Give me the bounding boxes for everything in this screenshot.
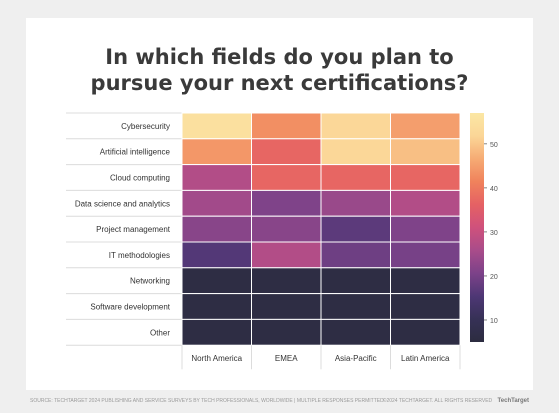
heatmap-cell <box>390 112 461 140</box>
heatmap-cell <box>320 293 391 320</box>
title-line-2: pursue your next certifications? <box>90 71 469 95</box>
heatmap-cell <box>320 189 391 217</box>
heatmap-cell <box>181 138 252 166</box>
colorbar-scale <box>470 113 484 342</box>
heatmap-cell <box>390 138 461 166</box>
row-label: Data science and analytics <box>75 199 170 208</box>
heatmap-cell <box>390 267 461 295</box>
heatmap-cell <box>251 293 322 320</box>
column-label: Asia-Pacific <box>335 354 377 363</box>
column-label: Latin America <box>401 354 450 363</box>
colorbar-tick-label: 10 <box>490 318 498 325</box>
colorbar-tick-label: 20 <box>490 274 498 281</box>
heatmap-cell <box>251 164 322 191</box>
heatmap-cell <box>181 318 252 346</box>
heatmap-cell <box>390 293 461 320</box>
column-label: North America <box>191 354 242 363</box>
row-label: Networking <box>130 277 170 286</box>
colorbar-tick-label: 50 <box>490 142 498 149</box>
heatmap-cell <box>251 241 322 269</box>
heatmap-cell <box>390 215 461 243</box>
heatmap-cell <box>181 293 252 320</box>
heatmap-cell <box>251 267 322 295</box>
heatmap-cell <box>181 189 252 217</box>
row-label: Other <box>150 328 170 337</box>
heatmap-cell <box>390 241 461 269</box>
heatmap-cell <box>181 215 252 243</box>
heatmap-cell <box>320 241 391 269</box>
heatmap-cell <box>390 318 461 346</box>
heatmap-cell <box>251 318 322 346</box>
heatmap-cell <box>251 138 322 166</box>
row-label: Project management <box>96 225 171 234</box>
column-label: EMEA <box>275 354 298 363</box>
heatmap-cell <box>181 112 252 140</box>
source-note: SOURCE: TECHTARGET 2024 PUBLISHING AND S… <box>30 398 384 404</box>
heatmap-cell <box>251 112 322 140</box>
heatmap-cell <box>181 164 252 191</box>
row-label: Cloud computing <box>110 174 170 183</box>
colorbar-tick-label: 40 <box>490 186 498 193</box>
row-label: IT methodologies <box>109 251 170 260</box>
brand-logo: TechTarget <box>497 398 529 404</box>
chart-title: In which fields do you plan to pursue yo… <box>0 44 559 96</box>
heatmap-cell <box>251 189 322 217</box>
row-label: Artificial intelligence <box>100 148 171 157</box>
heatmap-cell <box>320 318 391 346</box>
heatmap-cell <box>320 138 391 166</box>
heatmap-cell <box>320 164 391 191</box>
copyright-text: ©2024 TECHTARGET. ALL RIGHTS RESERVED <box>382 398 493 404</box>
colorbar: 10 20 30 40 50 <box>470 113 498 342</box>
row-label: Software development <box>90 303 170 312</box>
column-labels: North America EMEA Asia-Pacific Latin Ameri… <box>181 345 461 370</box>
heatmap-cell <box>181 267 252 295</box>
copyright-note: ©2024 TECHTARGET. ALL RIGHTS RESERVED Te… <box>383 398 529 404</box>
title-line-1: In which fields do you plan to <box>105 45 454 69</box>
heatmap-cell <box>390 189 461 217</box>
heatmap-cell <box>320 215 391 243</box>
heatmap-cell <box>320 267 391 295</box>
row-labels: Cybersecurity Artificial intelligence Clou… <box>66 112 182 346</box>
heatmap-cells <box>181 112 461 346</box>
heatmap-cell <box>251 215 322 243</box>
row-label: Cybersecurity <box>121 122 170 131</box>
heatmap-cell <box>390 164 461 191</box>
colorbar-tick-label: 30 <box>490 230 498 237</box>
heatmap-cell <box>320 112 391 140</box>
heatmap-cell <box>181 241 252 269</box>
